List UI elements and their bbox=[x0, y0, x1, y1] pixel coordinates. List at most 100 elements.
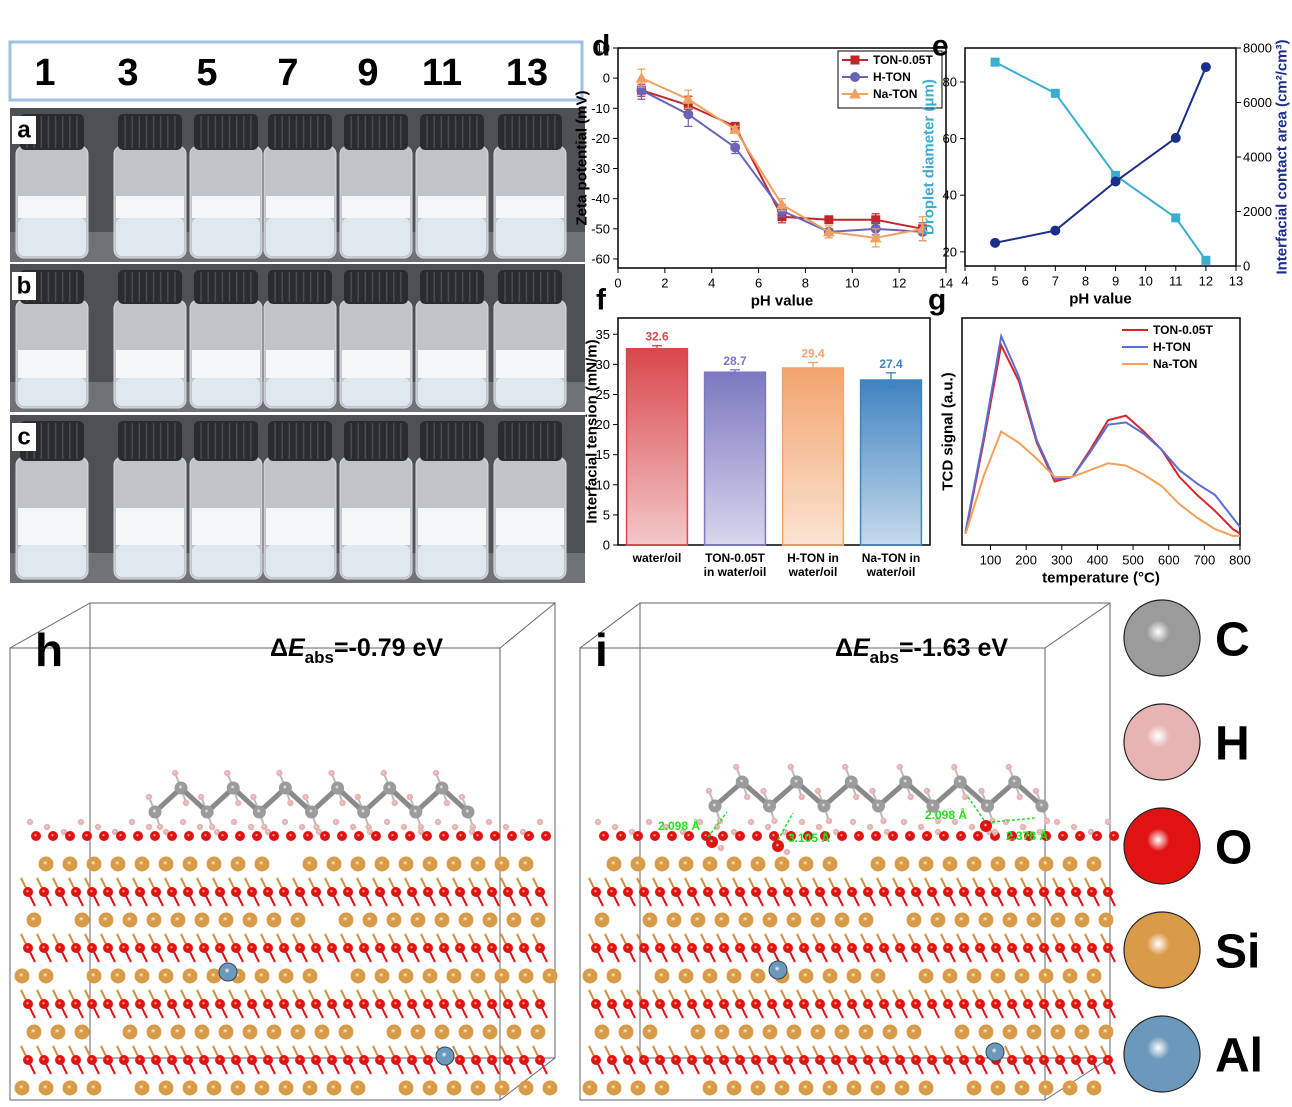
marker bbox=[729, 123, 741, 134]
oxygen-atom bbox=[1023, 943, 1033, 953]
hydrogen-atom bbox=[182, 799, 190, 807]
hydrogen-atom bbox=[235, 799, 242, 807]
vial-cap bbox=[344, 114, 408, 150]
hydrogen-atom bbox=[798, 818, 806, 826]
hydrogen-atom bbox=[26, 818, 34, 826]
oxygen-atom bbox=[343, 1055, 353, 1065]
silicon-atom bbox=[702, 1080, 718, 1096]
hydrogen-atom bbox=[354, 793, 361, 801]
atom-legend-sphere bbox=[1123, 911, 1201, 989]
carbon-atom bbox=[435, 781, 449, 795]
silicon-atom bbox=[122, 912, 138, 928]
series-line bbox=[964, 430, 1240, 537]
silicon-atom bbox=[966, 1080, 982, 1096]
silicon-atom bbox=[518, 1080, 534, 1096]
oxygen-atom bbox=[39, 999, 49, 1009]
oxygen-atom bbox=[1007, 999, 1017, 1009]
distance-label: 2.098 Å bbox=[925, 807, 967, 822]
oxygen-atom bbox=[524, 831, 534, 841]
oxygen-atom bbox=[911, 1055, 921, 1065]
silicon-atom bbox=[762, 1024, 778, 1040]
oxygen-atom bbox=[863, 887, 873, 897]
y-tick-label: -50 bbox=[591, 221, 610, 236]
silicon-atom bbox=[930, 912, 946, 928]
silicon-atom bbox=[266, 912, 282, 928]
oxygen-atom bbox=[471, 887, 481, 897]
vial-water bbox=[266, 378, 334, 406]
oxygen-atom bbox=[150, 831, 160, 841]
vial-cap bbox=[344, 421, 408, 461]
oxygen-atom bbox=[471, 943, 481, 953]
hydrogen-atom bbox=[1104, 818, 1112, 826]
silicon-atom bbox=[326, 856, 342, 872]
oxygen-atom bbox=[391, 999, 401, 1009]
energy-delta: Δ bbox=[270, 634, 288, 662]
oxygen-atom bbox=[831, 999, 841, 1009]
oxygen-atom bbox=[135, 943, 145, 953]
x-tick-label: 8 bbox=[1082, 274, 1089, 289]
vial-water bbox=[192, 218, 260, 256]
hydrogen-atom bbox=[383, 818, 391, 826]
oxygen-atom bbox=[263, 943, 273, 953]
x-tick-label: in water/oil bbox=[704, 565, 767, 579]
oxygen-atom bbox=[103, 999, 113, 1009]
oxygen-atom bbox=[895, 1055, 905, 1065]
oxygen-atom bbox=[535, 1055, 545, 1065]
vial-water bbox=[496, 545, 564, 577]
oxygen-atom bbox=[218, 831, 228, 841]
hydrogen-atom bbox=[1087, 828, 1095, 836]
y-tick-label: 15 bbox=[596, 447, 610, 462]
oxygen-atom bbox=[1007, 831, 1017, 841]
energy-symbol: E bbox=[853, 634, 871, 662]
marker bbox=[635, 72, 648, 83]
header-box bbox=[8, 40, 584, 102]
oxygen-atom bbox=[815, 1055, 825, 1065]
oxygen-atom bbox=[279, 1055, 289, 1065]
oxygen-atom bbox=[655, 1055, 665, 1065]
energy-delta: Δ bbox=[835, 634, 853, 662]
oxygen-atom bbox=[119, 999, 129, 1009]
silicon-atom bbox=[606, 856, 622, 872]
silicon-atom bbox=[470, 968, 486, 984]
silicon-atom bbox=[1086, 968, 1102, 984]
silicon-atom bbox=[350, 856, 366, 872]
silicon-atom bbox=[798, 968, 814, 984]
oxygen-atom bbox=[151, 1055, 161, 1065]
silicon-atom bbox=[894, 856, 910, 872]
oxygen-atom bbox=[975, 887, 985, 897]
marker bbox=[1171, 213, 1181, 223]
silicon-atom bbox=[798, 856, 814, 872]
y2-tick-label: 6000 bbox=[1243, 95, 1272, 110]
oxygen-atom bbox=[327, 1055, 337, 1065]
oxygen-atom bbox=[943, 887, 953, 897]
silicon-atom bbox=[690, 1024, 706, 1040]
oxygen-atom bbox=[735, 831, 745, 841]
oxygen-atom bbox=[752, 831, 762, 841]
vial-cap bbox=[194, 270, 258, 304]
oxygen-atom bbox=[455, 887, 465, 897]
hydrogen-atom bbox=[787, 763, 794, 771]
row-label: a bbox=[17, 117, 31, 144]
energy-label: ΔEabs=-1.63 eV bbox=[835, 634, 1008, 667]
column-label: 13 bbox=[506, 52, 548, 94]
error-bar bbox=[652, 345, 662, 353]
oxygen-atom bbox=[31, 831, 41, 841]
oxygen-atom bbox=[439, 999, 449, 1009]
oxygen-atom bbox=[831, 943, 841, 953]
x-tick-label: 12 bbox=[892, 276, 906, 291]
vial-emulsion bbox=[342, 196, 410, 218]
oxygen-atom bbox=[103, 887, 113, 897]
oxygen-atom bbox=[391, 1055, 401, 1065]
vial-cap bbox=[268, 421, 332, 461]
vial-emulsion bbox=[418, 350, 486, 378]
value-label: 27.4 bbox=[879, 357, 903, 371]
oxygen-atom bbox=[927, 887, 937, 897]
oxygen-atom bbox=[591, 1055, 601, 1065]
hydrogen-atom bbox=[713, 823, 721, 831]
vial-emulsion bbox=[418, 196, 486, 218]
oxygen-atom bbox=[1103, 999, 1113, 1009]
hydrogen-atom bbox=[261, 823, 268, 831]
silicon-atom bbox=[62, 1080, 78, 1096]
silicon-atom bbox=[1002, 1024, 1018, 1040]
oxygen-atom bbox=[519, 1055, 529, 1065]
